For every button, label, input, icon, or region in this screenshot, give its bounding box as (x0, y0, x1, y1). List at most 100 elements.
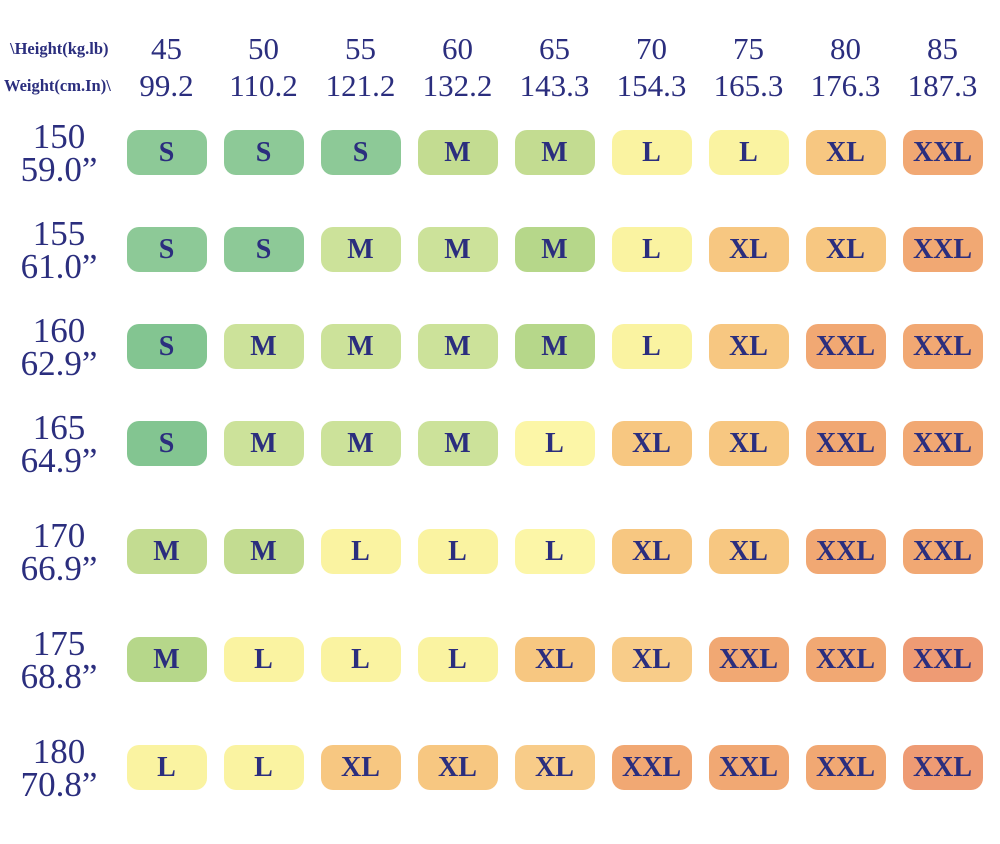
height-in: 70.8” (20, 764, 98, 804)
size-pill: S (126, 130, 207, 175)
height-cm: 155 (32, 213, 86, 253)
table-row: 180 70.8” L L XL XL XL XXL XXL XXL XXL (0, 719, 1000, 816)
column-header: 55 121.2 (312, 30, 409, 104)
size-pill: XXL (902, 421, 983, 466)
size-pill: S (320, 130, 401, 175)
size-pill: M (223, 529, 304, 574)
table-row: 160 62.9” S M M M M L XL XXL XXL (0, 298, 1000, 395)
size-pill: L (223, 745, 304, 790)
size-pill: XL (514, 637, 595, 682)
weight-lb: 132.2 (422, 68, 493, 103)
weight-lb: 187.3 (907, 68, 978, 103)
size-pill: XXL (805, 637, 886, 682)
column-header: 85 187.3 (894, 30, 991, 104)
size-pill: XL (708, 324, 789, 369)
height-cm: 165 (32, 407, 86, 447)
size-pill: L (223, 637, 304, 682)
size-pill: L (417, 529, 498, 574)
size-pill: M (223, 421, 304, 466)
weight-kg: 45 (151, 31, 182, 66)
size-pill: XXL (902, 227, 983, 272)
column-header: 80 176.3 (797, 30, 894, 104)
height-cm: 150 (32, 116, 86, 156)
height-cm: 175 (32, 623, 86, 663)
size-pill: XXL (611, 745, 692, 790)
size-pill: XXL (805, 324, 886, 369)
height-in: 59.0” (20, 149, 98, 189)
size-pill: M (417, 324, 498, 369)
size-pill: XXL (902, 324, 983, 369)
size-pill: XXL (902, 637, 983, 682)
height-in: 64.9” (20, 440, 98, 480)
column-header: 60 132.2 (409, 30, 506, 104)
weight-lb: 121.2 (325, 68, 396, 103)
height-in: 68.8” (20, 656, 98, 696)
size-pill: XL (320, 745, 401, 790)
size-pill: S (223, 227, 304, 272)
size-pill: L (126, 745, 207, 790)
header-row: \Height(kg.lb) Weight(cm.In)\ 45 99.2 50… (0, 0, 1000, 104)
weight-kg: 70 (636, 31, 667, 66)
height-in: 66.9” (20, 548, 98, 588)
weight-lb: 143.3 (519, 68, 590, 103)
row-label: 170 66.9” (0, 515, 118, 588)
size-pill: XXL (805, 421, 886, 466)
size-pill: XL (611, 529, 692, 574)
table-row: 175 68.8” M L L L XL XL XXL XXL XXL (0, 611, 1000, 708)
weight-lb: 154.3 (616, 68, 687, 103)
size-pill: XXL (902, 745, 983, 790)
row-label: 165 64.9” (0, 407, 118, 480)
size-pill: XL (708, 421, 789, 466)
weight-lb: 110.2 (229, 68, 298, 103)
size-pill: XL (417, 745, 498, 790)
height-cm: 170 (32, 515, 86, 555)
size-pill: XXL (708, 637, 789, 682)
size-pill: XXL (902, 529, 983, 574)
size-pill: L (611, 324, 692, 369)
size-pill: XXL (805, 529, 886, 574)
weight-kg: 80 (830, 31, 861, 66)
column-header: 65 143.3 (506, 30, 603, 104)
size-pill: M (514, 130, 595, 175)
weight-lb: 176.3 (810, 68, 881, 103)
row-label: 175 68.8” (0, 623, 118, 696)
size-pill: M (126, 637, 207, 682)
size-pill: M (320, 227, 401, 272)
size-pill: XL (805, 130, 886, 175)
size-pill: S (126, 324, 207, 369)
height-in: 62.9” (20, 343, 98, 383)
weight-kg: 65 (539, 31, 570, 66)
size-pill: XL (611, 637, 692, 682)
size-pill: L (514, 529, 595, 574)
table-row: 165 64.9” S M M M L XL XL XXL XXL (0, 395, 1000, 492)
weight-lb: 99.2 (139, 68, 194, 103)
weight-lb: 165.3 (713, 68, 784, 103)
column-header: 50 110.2 (215, 30, 312, 104)
row-label: 180 70.8” (0, 734, 118, 804)
corner-label-height: \Height(kg.lb) (10, 39, 109, 58)
size-pill: L (611, 130, 692, 175)
size-pill: M (417, 421, 498, 466)
row-label: 160 62.9” (0, 313, 118, 383)
weight-kg: 50 (248, 31, 279, 66)
weight-kg: 85 (927, 31, 958, 66)
size-pill: S (126, 421, 207, 466)
height-in: 61.0” (20, 246, 98, 286)
size-pill: L (320, 637, 401, 682)
size-pill: XXL (902, 130, 983, 175)
size-pill: S (126, 227, 207, 272)
row-label: 150 59.0” (0, 116, 118, 189)
size-pill: M (417, 130, 498, 175)
column-header: 45 99.2 (118, 30, 215, 104)
size-pill: XXL (708, 745, 789, 790)
table-row: 150 59.0” S S S M M L L XL XXL (0, 104, 1000, 201)
size-pill: M (514, 227, 595, 272)
row-label: 155 61.0” (0, 213, 118, 286)
size-pill: L (417, 637, 498, 682)
size-pill: L (708, 130, 789, 175)
weight-kg: 55 (345, 31, 376, 66)
size-pill: L (514, 421, 595, 466)
size-pill: L (320, 529, 401, 574)
size-pill: XL (514, 745, 595, 790)
